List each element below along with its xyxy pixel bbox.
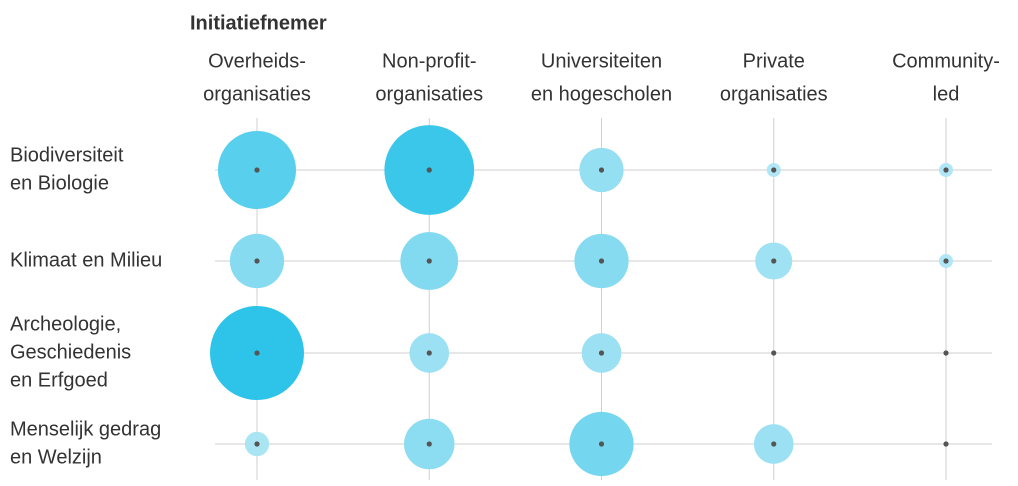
center-dot — [598, 258, 605, 264]
center-dot — [254, 258, 260, 264]
center-dot — [771, 441, 777, 447]
center-dot — [943, 441, 949, 447]
center-dot — [426, 258, 432, 264]
center-dot — [254, 167, 260, 173]
column-label: Community- — [892, 50, 1000, 72]
row-label: Biodiversiteit — [10, 144, 124, 166]
center-dot — [426, 350, 432, 356]
center-dot — [771, 350, 777, 356]
row-label: Menselijk gedrag — [10, 418, 161, 440]
center-dot — [943, 258, 949, 264]
row-label: en Welzijn — [10, 446, 102, 468]
column-label: en hogescholen — [531, 83, 672, 105]
row-label: en Biologie — [10, 172, 109, 194]
row-label: Klimaat en Milieu — [10, 249, 162, 271]
center-dot — [943, 167, 949, 173]
center-dot — [771, 258, 777, 264]
row-label: Archeologie, — [10, 313, 121, 335]
column-label: Universiteiten — [541, 50, 662, 72]
center-dot — [598, 167, 605, 173]
center-dot — [254, 350, 260, 356]
row-label: en Erfgoed — [10, 369, 108, 391]
center-dot — [598, 350, 605, 356]
column-label: Private — [743, 50, 805, 72]
center-dot — [426, 441, 432, 447]
center-dot — [598, 441, 605, 447]
center-dot — [426, 167, 432, 173]
center-dot — [254, 441, 260, 447]
column-label: led — [933, 83, 960, 105]
center-dot — [943, 350, 949, 356]
column-label: organisaties — [203, 83, 311, 105]
column-label: organisaties — [375, 83, 483, 105]
chart-title: Initiatiefnemer — [190, 12, 327, 34]
column-label: Non-profit- — [382, 50, 476, 72]
row-label: Geschiedenis — [10, 341, 131, 363]
column-label: Overheids- — [208, 50, 306, 72]
center-dot — [771, 167, 777, 173]
column-label: organisaties — [720, 83, 828, 105]
